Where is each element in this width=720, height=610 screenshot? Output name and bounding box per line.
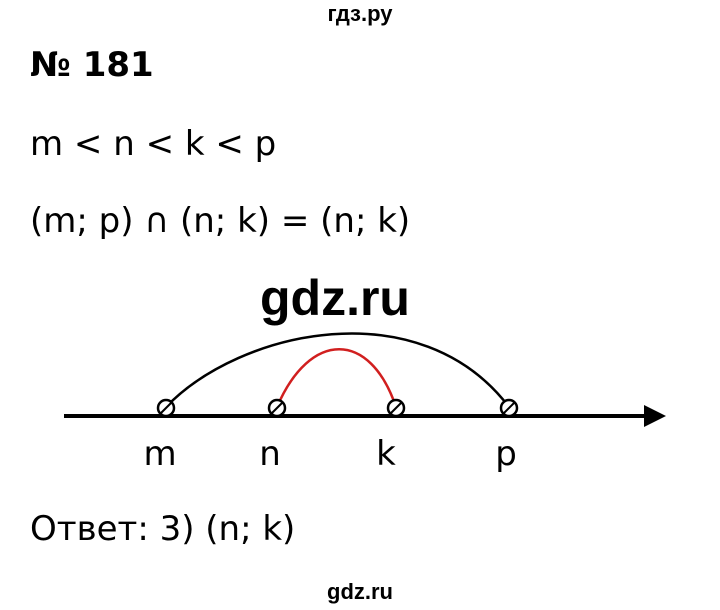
answer-line: Ответ: 3) (n; k) xyxy=(30,509,296,549)
watermark-top: гдз.ру xyxy=(327,1,393,26)
point-label-m: m xyxy=(143,434,176,474)
watermark-middle: gdz.ru xyxy=(260,270,410,326)
point-label-k: k xyxy=(376,434,396,474)
point-k-marker xyxy=(386,398,406,418)
inner-interval-arc xyxy=(275,348,398,408)
intersection-expression: (m; p) ∩ (n; k) = (n; k) xyxy=(30,201,411,241)
watermark-bottom: gdz.ru xyxy=(327,579,393,604)
point-p-marker xyxy=(499,398,519,418)
outer-interval-arc xyxy=(165,332,510,408)
inequality-line: m < n < k < p xyxy=(30,124,277,164)
point-n-marker xyxy=(267,398,287,418)
point-label-p: p xyxy=(495,434,517,474)
axis-arrow-icon xyxy=(644,405,666,427)
point-label-n: n xyxy=(259,434,281,474)
point-m-marker xyxy=(156,398,176,418)
problem-number: № 181 xyxy=(30,45,154,85)
